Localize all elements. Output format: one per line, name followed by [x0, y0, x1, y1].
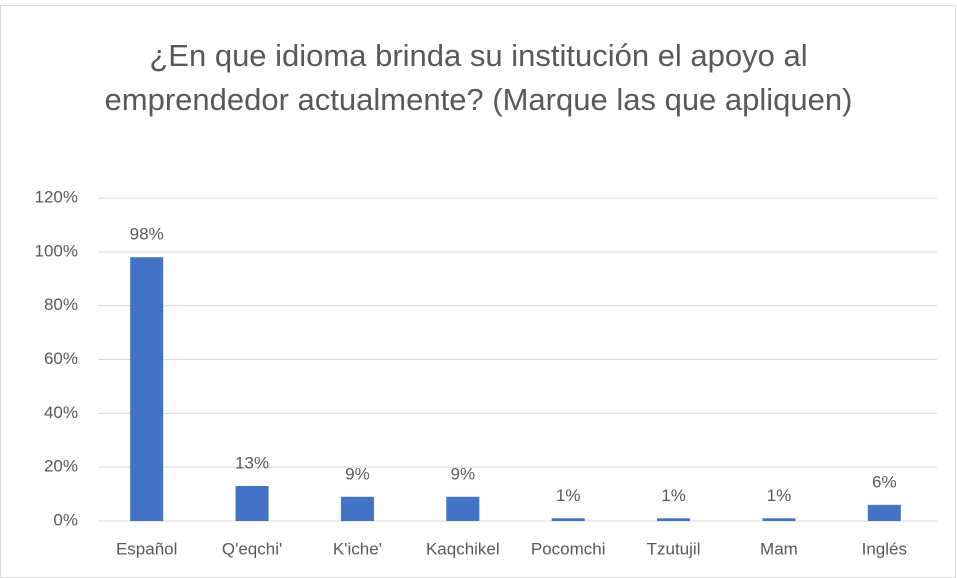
- bar: [867, 504, 901, 521]
- data-label: 9%: [451, 464, 476, 483]
- data-label: 9%: [345, 464, 370, 483]
- x-tick-label: Inglés: [862, 539, 907, 558]
- data-label: 98%: [130, 225, 164, 244]
- y-tick-label: 120%: [35, 187, 78, 206]
- x-tick-label: Español: [116, 539, 177, 558]
- y-tick-label: 0%: [53, 510, 78, 529]
- y-tick-label: 60%: [44, 349, 78, 368]
- bar: [551, 518, 585, 521]
- y-tick-label: 80%: [44, 295, 78, 314]
- x-tick-label: Mam: [760, 539, 798, 558]
- x-tick-label: Pocomchi: [531, 539, 606, 558]
- x-tick-label: K'iche': [333, 539, 382, 558]
- x-tick-label: Tzutujil: [647, 539, 701, 558]
- x-tick-label: Kaqchikel: [426, 539, 500, 558]
- bar: [762, 518, 796, 521]
- data-label: 1%: [661, 486, 686, 505]
- y-tick-label: 100%: [35, 241, 78, 260]
- y-tick-label: 20%: [44, 457, 78, 476]
- bar: [340, 496, 374, 521]
- chart-title: ¿En que idioma brinda su institución el …: [104, 38, 853, 117]
- bar: [657, 518, 691, 521]
- data-label: 1%: [767, 486, 792, 505]
- x-tick-label: Q'eqchi': [222, 539, 282, 558]
- bar: [235, 486, 269, 521]
- data-label: 13%: [235, 453, 269, 472]
- data-label: 1%: [556, 486, 581, 505]
- bar: [130, 257, 164, 521]
- bar: [446, 496, 480, 521]
- y-tick-label: 40%: [44, 403, 78, 422]
- data-label: 6%: [872, 472, 897, 491]
